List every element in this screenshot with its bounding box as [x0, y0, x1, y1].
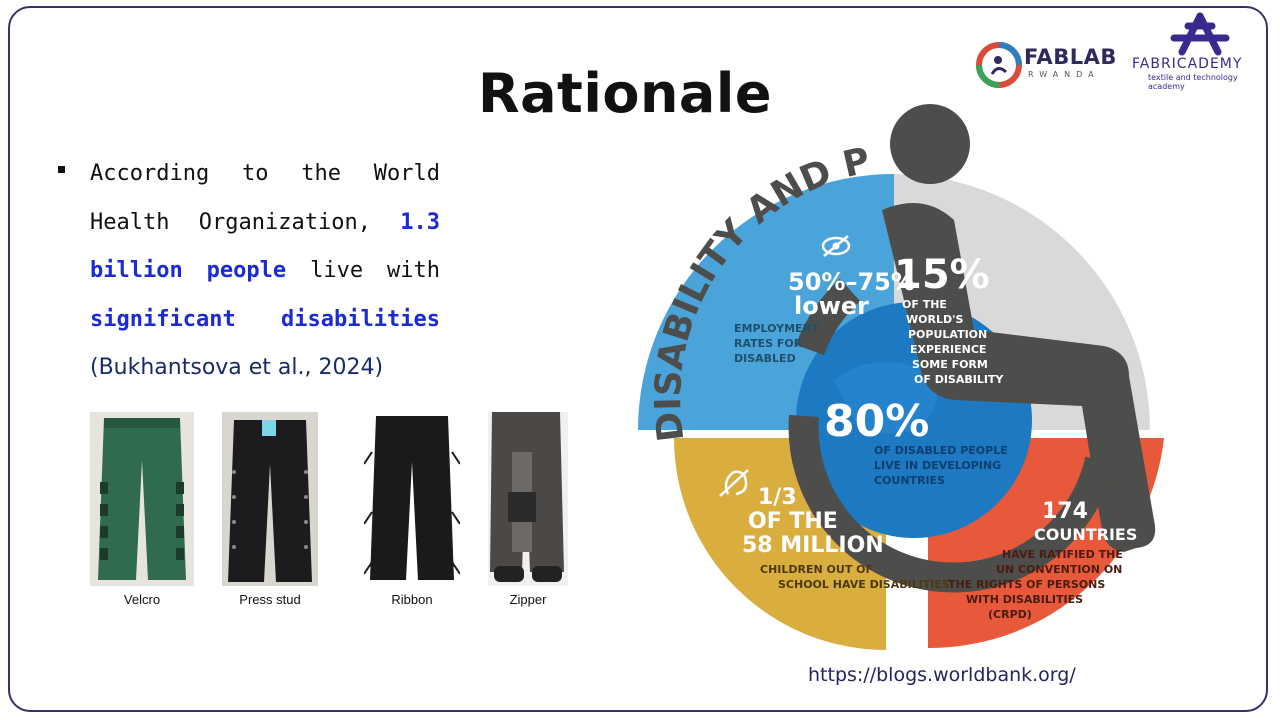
fabricademy-subtitle: textile and technology academy: [1148, 73, 1238, 91]
fablab-subtitle: RWANDA: [1028, 70, 1100, 79]
figure-head: [890, 104, 970, 184]
slide-title: Rationale: [478, 62, 772, 125]
developing-desc-1: OF DISABLED PEOPLE: [874, 444, 1008, 457]
ribbon-pants-photo: [364, 412, 460, 586]
countries-big-1: 174: [1042, 499, 1088, 524]
children-desc-2: SCHOOL HAVE DISABILITIES: [778, 578, 950, 591]
countries-desc-3: THE RIGHTS OF PERSONS: [948, 578, 1105, 591]
caption-zipper: Zipper: [509, 592, 547, 607]
developing-desc-2: LIVE IN DEVELOPING: [874, 459, 1001, 472]
zipper-pants-photo: [488, 412, 568, 586]
bullet-text-intro: According to the World Health Organizati…: [90, 161, 440, 235]
population-desc-1: OF THE: [902, 298, 947, 311]
highlight-disabilities: significant disabilities: [90, 306, 440, 332]
employment-desc-2: RATES FOR: [734, 337, 803, 350]
countries-desc-4: WITH DISABILITIES: [966, 593, 1083, 606]
children-big-1: 1/3: [758, 485, 797, 510]
children-big-2: OF THE: [748, 509, 838, 534]
population-desc-6: OF DISABILITY: [914, 373, 1004, 386]
population-desc-5: SOME FORM: [912, 358, 988, 371]
population-desc-2: WORLD'S: [906, 313, 963, 326]
population-big: 15%: [894, 252, 990, 298]
employment-desc-1: EMPLOYMENT: [734, 322, 820, 335]
press-stud-pants-photo: [222, 412, 318, 586]
fablab-emblem-icon: [976, 42, 1022, 88]
developing-big: 80%: [824, 396, 929, 447]
countries-desc-1: HAVE RATIFIED THE: [1002, 548, 1123, 561]
developing-desc-3: COUNTRIES: [874, 474, 945, 487]
children-desc-1: CHILDREN OUT OF: [760, 563, 873, 576]
bullet-text: According to the World Health Organizati…: [90, 150, 440, 393]
citation: (Bukhantsova et al., 2024): [90, 355, 384, 380]
employment-word: lower: [794, 292, 869, 320]
disability-poverty-infographic: DISABILITY AND POVERTY 50%–75% lower EMP…: [624, 100, 1164, 650]
employment-big: 50%–75%: [788, 268, 915, 296]
population-desc-3: POPULATION: [908, 328, 987, 341]
children-big-3: 58 MILLION: [742, 533, 884, 558]
figure-body: [882, 202, 1156, 552]
caption-press-stud: Press stud: [239, 592, 301, 607]
fablab-logo: FABLAB RWANDA: [976, 42, 1118, 88]
fabricademy-emblem-icon: [1170, 12, 1230, 56]
eye-slash-icon: [821, 235, 851, 257]
caption-ribbon: Ribbon: [391, 592, 433, 607]
population-desc-4: EXPERIENCE: [910, 343, 986, 356]
countries-desc-2: UN CONVENTION ON: [996, 563, 1122, 576]
highlight-people: 1.3 billion people: [90, 209, 440, 284]
countries-desc-5: (CRPD): [988, 608, 1032, 621]
deaf-ear-icon: [719, 469, 749, 497]
velcro-pants-photo: [90, 412, 194, 586]
wheelchair-wheel: [788, 414, 1115, 593]
bullet-text-mid: live with: [286, 258, 440, 283]
bullet-marker: [58, 166, 65, 173]
fabricademy-logo: FABRICADEMY textile and technology acade…: [1126, 8, 1266, 91]
fabricademy-name: FABRICADEMY: [1132, 56, 1243, 72]
countries-big-2: COUNTRIES: [1034, 525, 1137, 544]
employment-desc-3: DISABLED: [734, 352, 796, 365]
source-link[interactable]: https://blogs.worldbank.org/: [808, 664, 1076, 686]
caption-velcro: Velcro: [123, 592, 161, 607]
fablab-name: FABLAB: [1024, 45, 1117, 69]
